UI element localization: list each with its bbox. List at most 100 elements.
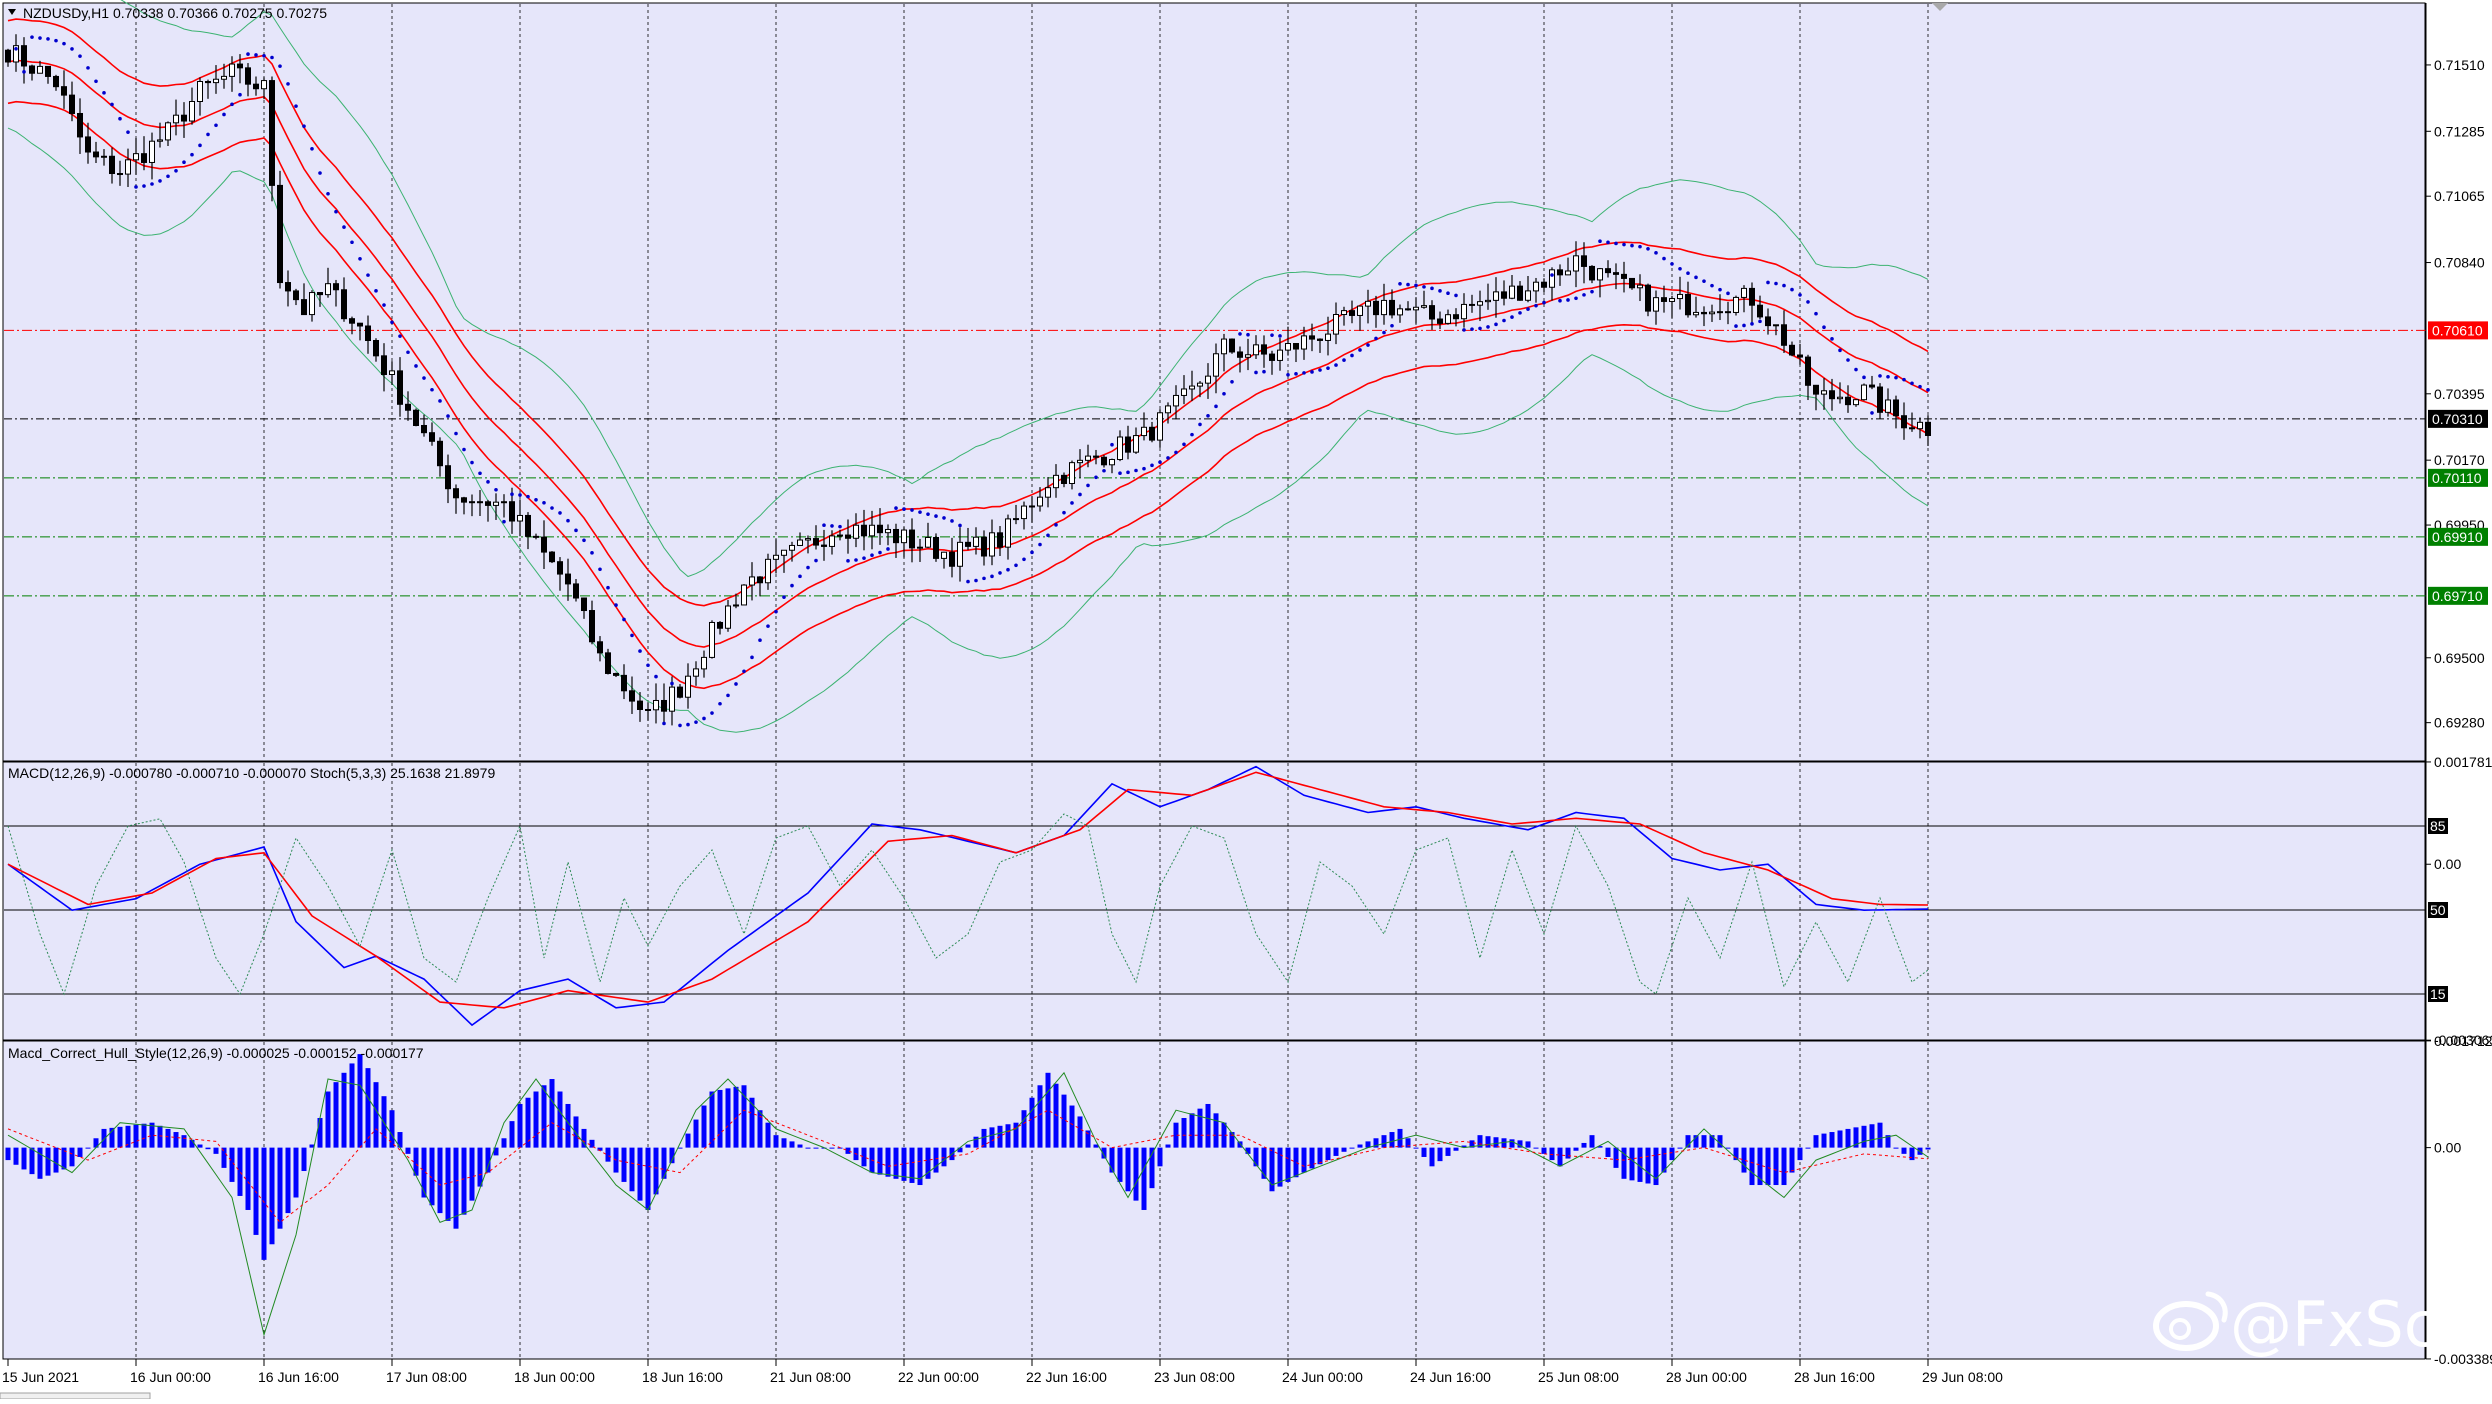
candle-bear — [61, 86, 67, 96]
hull-hist-bar — [1485, 1136, 1491, 1148]
sar-dot — [1070, 501, 1074, 505]
hull-hist-bar — [469, 1147, 475, 1201]
chart-shift-marker-icon[interactable] — [1932, 3, 1948, 11]
hull-hist-bar — [989, 1127, 995, 1148]
hull-hist-bar — [1005, 1124, 1011, 1148]
sar-dot — [302, 124, 306, 129]
sar-dot — [1742, 323, 1746, 328]
hull-hist-bar — [669, 1147, 675, 1164]
price-axis[interactable]: 0.71510 0.71285 0.71065 0.70840 0.70395 0.701… — [2425, 3, 2492, 1367]
candle-bear — [1805, 356, 1811, 386]
sar-dot — [390, 320, 394, 325]
sar-dot — [1790, 287, 1794, 292]
sar-dot — [718, 701, 722, 706]
hull-hist-bar — [1685, 1135, 1691, 1148]
stoch-level-box — [2428, 818, 2448, 834]
hull-hist-bar — [1165, 1144, 1171, 1148]
candle-bear — [1725, 311, 1731, 314]
hull-tick-label: -0.003389 — [2434, 1351, 2492, 1367]
sar-dot — [1494, 322, 1498, 327]
sar-dot — [118, 116, 122, 121]
candle-bear — [1101, 456, 1107, 466]
hull-signal-line — [7, 1109, 1929, 1224]
hull-hist-bar — [941, 1147, 947, 1167]
hull-hist-bar — [1861, 1125, 1867, 1148]
hull-hist-bar — [1805, 1147, 1811, 1149]
candle-bull — [1509, 285, 1515, 299]
candle-bull — [789, 544, 795, 551]
sar-dot — [286, 82, 290, 86]
hull-macd-pane[interactable]: Macd_Correct_Hull_Style(12,26,9) -0.0000… — [2, 1040, 2426, 1360]
time-tick-label: 24 Jun 00:00 — [1282, 1369, 1363, 1385]
main-price-pane[interactable]: NZDUSDy,H1 0.70338 0.70366 0.70275 0.702… — [2, 0, 2426, 762]
time-tick-label: 22 Jun 00:00 — [898, 1369, 979, 1385]
macd-stoch-pane[interactable]: MACD(12,26,9) -0.000780 -0.000710 -0.000… — [2, 761, 2426, 1041]
hull-hist-bar — [1181, 1118, 1187, 1148]
sar-dot — [478, 471, 482, 476]
sar-dot — [1230, 379, 1234, 384]
sar-dot — [1702, 279, 1706, 283]
hull-hist-bar — [1781, 1147, 1787, 1186]
sar-dot — [958, 523, 962, 528]
sar-dot — [686, 722, 690, 727]
candle-bear — [5, 49, 11, 63]
sar-dot — [318, 171, 322, 175]
sar-dot — [246, 52, 250, 56]
candle-bull — [1005, 518, 1011, 548]
parabolic-sar-dots — [14, 35, 1930, 728]
candle-bear — [605, 652, 611, 674]
candle-bear — [1749, 287, 1755, 306]
candle-bear — [413, 409, 419, 426]
candle-bear — [541, 536, 547, 553]
stoch-level-tag: 85 — [2428, 818, 2448, 834]
hull-hist-bar — [325, 1091, 331, 1148]
hull-hist-bar — [181, 1135, 187, 1148]
candle-bull — [149, 140, 155, 163]
hull-hist-bar — [933, 1147, 939, 1173]
price-tick-label: 0.70170 — [2434, 452, 2485, 468]
candle-bull — [1533, 281, 1539, 292]
hull-hist-bar — [285, 1147, 291, 1214]
price-tag-box — [2428, 321, 2488, 340]
sar-dot — [566, 518, 570, 523]
candle-bull — [1189, 385, 1195, 390]
time-tick-label: 18 Jun 16:00 — [642, 1369, 723, 1385]
time-tick-label: 16 Jun 00:00 — [130, 1369, 211, 1385]
symbol-dropdown-icon[interactable] — [8, 9, 16, 15]
hull-pane-title: Macd_Correct_Hull_Style(12,26,9) -0.0000… — [8, 1045, 424, 1061]
sar-dot — [1910, 381, 1914, 386]
sar-dot — [670, 681, 674, 686]
weibo-logo-icon — [2153, 1291, 2228, 1351]
candle-bear — [397, 370, 403, 405]
sar-dot — [1886, 374, 1890, 379]
price-level-lines — [4, 329, 2426, 597]
hull-hist-bar — [1085, 1130, 1091, 1148]
candle-bear — [613, 672, 619, 676]
hull-hist-bar — [1477, 1135, 1483, 1148]
time-tick-label: 25 Jun 08:00 — [1538, 1369, 1619, 1385]
candle-bull — [389, 370, 395, 375]
bottom-scrollbar[interactable] — [0, 1392, 151, 1400]
sar-dot — [1766, 280, 1770, 285]
candle-bull — [1493, 291, 1499, 301]
hull-histogram — [5, 1054, 1931, 1260]
candle-bull — [1221, 338, 1227, 355]
sar-dot — [46, 37, 50, 41]
hull-hist-bar — [885, 1147, 891, 1177]
sar-dot — [438, 399, 442, 403]
hull-hist-bar — [1317, 1147, 1323, 1165]
sar-dot — [1174, 450, 1178, 455]
hull-hist-bar — [741, 1085, 747, 1148]
sar-dot — [518, 493, 522, 497]
candle-bear — [933, 536, 939, 559]
candle-bull — [1461, 303, 1467, 320]
time-axis[interactable]: 15 Jun 2021 16 Jun 00:00 16 Jun 16:00 17 Ju… — [2, 1359, 2003, 1385]
sar-dot — [310, 147, 314, 151]
candle-bear — [1317, 338, 1323, 341]
sar-dot — [326, 192, 330, 196]
sar-dot — [942, 516, 946, 520]
keltner-lower — [7, 100, 1929, 690]
price-tag: 0.69710 — [2428, 586, 2488, 605]
candle-bear — [445, 465, 451, 490]
